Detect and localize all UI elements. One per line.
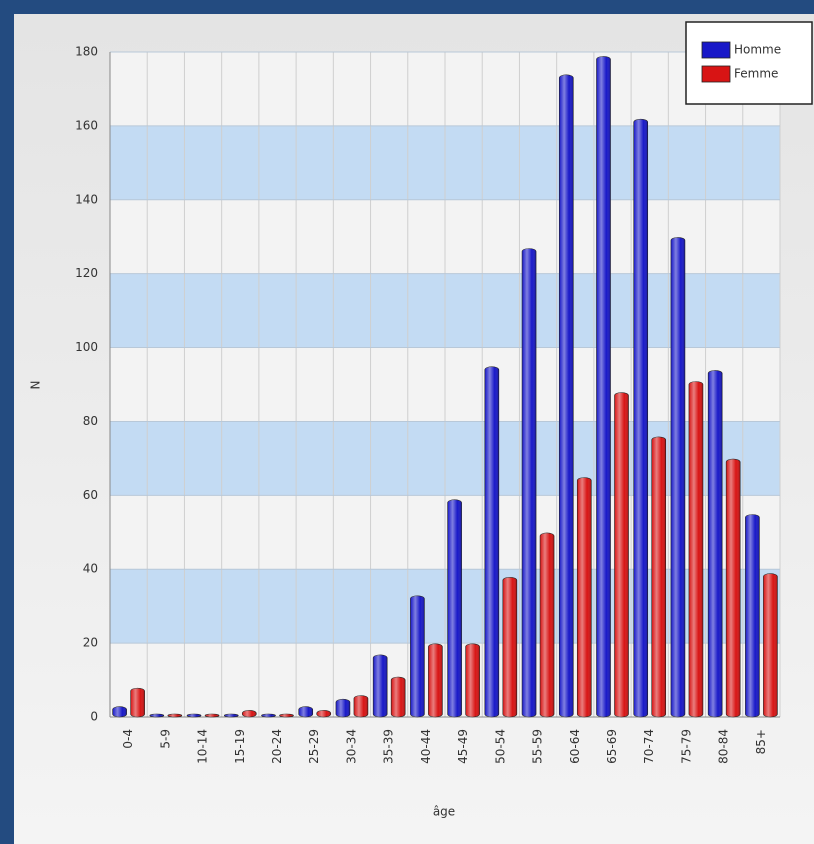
bar-shine — [391, 677, 406, 717]
x-tick-label: 0-4 — [121, 729, 135, 749]
x-tick-label: 60-64 — [568, 729, 582, 764]
x-axis-label: âge — [433, 805, 455, 819]
bar-shine — [428, 643, 443, 717]
x-tick-label: 10-14 — [196, 729, 210, 764]
bar-shine — [112, 706, 127, 717]
bar-shine — [447, 499, 462, 717]
x-tick-label: 35-39 — [382, 729, 396, 764]
x-tick-label: 15-19 — [233, 729, 247, 764]
y-tick-label: 60 — [83, 488, 98, 502]
x-tick-label: 40-44 — [419, 729, 433, 764]
bar-shine — [298, 706, 313, 717]
bar-shine — [540, 532, 555, 717]
x-tick-label: 5-9 — [158, 729, 172, 749]
x-tick-label: 50-54 — [493, 729, 507, 764]
x-tick-label: 30-34 — [344, 729, 358, 764]
bar-shine — [614, 392, 629, 717]
y-tick-label: 100 — [75, 340, 98, 354]
x-tick-label: 20-24 — [270, 729, 284, 764]
legend: Homme Femme — [685, 21, 813, 105]
bar-shine — [279, 714, 294, 717]
bar-shine — [465, 643, 480, 717]
y-tick-label: 180 — [75, 45, 98, 59]
bar-shine — [651, 436, 666, 717]
bar-shine — [187, 714, 202, 717]
y-tick-label: 140 — [75, 192, 98, 206]
y-tick-label: 120 — [75, 266, 98, 280]
x-tick-label: 45-49 — [456, 729, 470, 764]
bar-shine — [745, 514, 760, 717]
legend-label: Femme — [734, 67, 778, 81]
bar-shine — [373, 654, 388, 717]
bar-shine — [633, 119, 648, 717]
bar-shine — [224, 714, 239, 717]
x-tick-label: 80-84 — [717, 729, 731, 764]
bar-shine — [670, 237, 685, 717]
bar-shine — [242, 710, 257, 717]
x-tick-label: 85+ — [754, 729, 768, 754]
x-tick-label: 70-74 — [642, 729, 656, 764]
x-tick-label: 55-59 — [531, 729, 545, 764]
x-tick-label: 75-79 — [679, 729, 693, 764]
bar-shine — [484, 366, 499, 717]
y-tick-label: 20 — [83, 636, 98, 650]
bar-shine — [410, 595, 425, 717]
bar-shine — [149, 714, 164, 717]
bar-shine — [335, 699, 350, 717]
bar-shine — [130, 688, 145, 717]
bar-shine — [502, 577, 517, 717]
legend-label: Homme — [734, 43, 781, 57]
y-tick-label: 0 — [90, 710, 98, 724]
y-tick-label: 80 — [83, 414, 98, 428]
x-tick-label: 25-29 — [307, 729, 321, 764]
legend-swatch — [701, 65, 731, 83]
bar-shine — [577, 477, 592, 717]
plot: 0 20 40 60 80 100 120 140 160 180 0-4 5-9 10-14 15-19… — [75, 45, 781, 764]
bar-shine — [726, 459, 741, 717]
bar-shine — [316, 710, 331, 717]
bar-shine — [763, 573, 778, 717]
bar-shine — [708, 370, 723, 717]
bar-shine — [522, 248, 537, 717]
bar-shine — [596, 56, 611, 717]
bar-shine — [205, 714, 220, 717]
legend-box — [685, 21, 813, 105]
y-tick-label: 40 — [83, 562, 98, 576]
y-axis-label: N — [29, 381, 43, 390]
y-tick-label: 160 — [75, 118, 98, 132]
legend-swatch — [701, 41, 731, 59]
bar-shine — [559, 74, 574, 718]
bar-shine — [167, 714, 182, 717]
bar-shine — [688, 381, 703, 717]
bar-shine — [261, 714, 276, 717]
x-tick-label: 65-69 — [605, 729, 619, 764]
bar-shine — [353, 695, 368, 717]
